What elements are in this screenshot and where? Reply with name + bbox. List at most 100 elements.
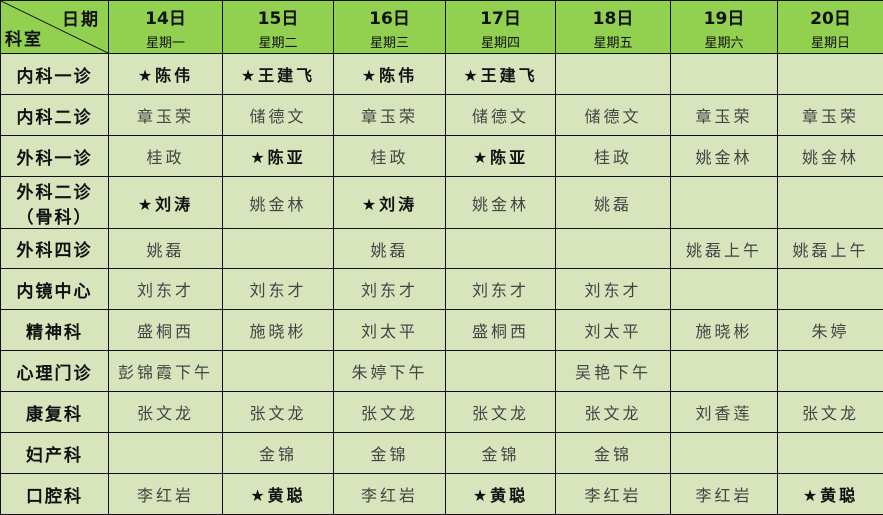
doctor-cell: ★黄聪: [778, 474, 883, 515]
doctor-cell: ★王建飞: [446, 54, 556, 95]
department-label: 精神科: [1, 318, 108, 343]
corner-dept-label: 科室: [5, 25, 43, 50]
doctor-cell: ★陈亚: [446, 136, 556, 177]
doctor-cell: 刘香莲: [671, 392, 778, 433]
doctor-cell: 储德文: [223, 95, 334, 136]
weekday-label: 星期六: [671, 32, 777, 51]
day-header-cell: 19日星期六: [671, 1, 778, 54]
doctor-cell: 盛桐西: [109, 310, 223, 351]
corner-header-cell: 日期 科室: [1, 1, 109, 54]
doctor-cell: 储德文: [446, 95, 556, 136]
day-label: 17日: [446, 4, 555, 29]
department-cell: 口腔科: [1, 474, 109, 515]
weekday-label: 星期四: [446, 32, 555, 51]
doctor-cell: 刘东才: [334, 269, 446, 310]
doctor-cell: 李红岩: [109, 474, 223, 515]
doctor-cell: 姚金林: [778, 136, 883, 177]
day-header-cell: 15日星期二: [223, 1, 334, 54]
day-header-cell: 14日星期一: [109, 1, 223, 54]
table-row: 内镜中心刘东才刘东才刘东才刘东才刘东才: [1, 269, 883, 310]
doctor-cell: 桂政: [109, 136, 223, 177]
doctor-cell: [556, 54, 671, 95]
doctor-cell: 朱婷下午: [334, 351, 446, 392]
table-row: 外科一诊桂政★陈亚桂政★陈亚桂政姚金林姚金林: [1, 136, 883, 177]
corner-date-label: 日期: [62, 5, 100, 30]
doctor-cell: ★王建飞: [223, 54, 334, 95]
department-label: 心理门诊: [1, 359, 108, 384]
doctor-cell: [446, 351, 556, 392]
department-label: 康复科: [1, 400, 108, 425]
doctor-cell: 施晓彬: [223, 310, 334, 351]
department-label: 内科二诊: [1, 103, 108, 128]
day-label: 16日: [334, 4, 445, 29]
doctor-cell: 张文龙: [223, 392, 334, 433]
doctor-cell: 施晓彬: [671, 310, 778, 351]
day-label: 15日: [223, 4, 333, 29]
doctor-cell: [446, 229, 556, 269]
department-label: 妇产科: [1, 441, 108, 466]
doctor-cell: [778, 269, 883, 310]
doctor-cell: 姚磊: [334, 229, 446, 269]
doctor-cell: 姚磊上午: [778, 229, 883, 269]
department-cell: 内科一诊: [1, 54, 109, 95]
doctor-cell: 姚金林: [671, 136, 778, 177]
table-row: 康复科张文龙张文龙张文龙张文龙张文龙刘香莲张文龙: [1, 392, 883, 433]
table-row: 内科二诊章玉荣储德文章玉荣储德文储德文章玉荣章玉荣: [1, 95, 883, 136]
doctor-cell: 张文龙: [109, 392, 223, 433]
table-row: 精神科盛桐西施晓彬刘太平盛桐西刘太平施晓彬朱婷: [1, 310, 883, 351]
doctor-cell: 章玉荣: [334, 95, 446, 136]
table-row: 外科四诊姚磊姚磊姚磊上午姚磊上午: [1, 229, 883, 269]
doctor-cell: [223, 229, 334, 269]
table-row: 妇产科金锦金锦金锦金锦: [1, 433, 883, 474]
day-header-cell: 16日星期三: [334, 1, 446, 54]
doctor-cell: 姚金林: [223, 177, 334, 229]
doctor-cell: 章玉荣: [671, 95, 778, 136]
day-label: 19日: [671, 4, 777, 29]
doctor-cell: 刘东才: [556, 269, 671, 310]
doctor-cell: 刘太平: [334, 310, 446, 351]
table-row: 内科一诊★陈伟★王建飞★陈伟★王建飞: [1, 54, 883, 95]
department-label: 外科四诊: [1, 236, 108, 261]
doctor-cell: 桂政: [556, 136, 671, 177]
doctor-cell: ★陈伟: [334, 54, 446, 95]
day-label: 18日: [556, 4, 670, 29]
doctor-cell: ★刘涛: [334, 177, 446, 229]
doctor-cell: 刘东才: [109, 269, 223, 310]
doctor-cell: [671, 177, 778, 229]
weekday-label: 星期二: [223, 32, 333, 51]
doctor-cell: [671, 54, 778, 95]
department-cell: 外科二诊（骨科）: [1, 177, 109, 229]
department-cell: 内镜中心: [1, 269, 109, 310]
doctor-cell: 李红岩: [334, 474, 446, 515]
doctor-cell: 张文龙: [778, 392, 883, 433]
doctor-cell: [671, 351, 778, 392]
doctor-cell: [556, 229, 671, 269]
doctor-cell: 姚磊上午: [671, 229, 778, 269]
doctor-cell: 彭锦霞下午: [109, 351, 223, 392]
doctor-cell: 刘太平: [556, 310, 671, 351]
day-label: 20日: [778, 4, 883, 29]
doctor-cell: 李红岩: [556, 474, 671, 515]
doctor-cell: [671, 433, 778, 474]
doctor-cell: [671, 269, 778, 310]
doctor-cell: [778, 433, 883, 474]
doctor-cell: [223, 351, 334, 392]
table-row: 口腔科李红岩★黄聪李红岩★黄聪李红岩李红岩★黄聪: [1, 474, 883, 515]
doctor-cell: 朱婷: [778, 310, 883, 351]
doctor-cell: 张文龙: [334, 392, 446, 433]
doctor-cell: ★刘涛: [109, 177, 223, 229]
department-cell: 康复科: [1, 392, 109, 433]
doctor-cell: 金锦: [556, 433, 671, 474]
day-header-cell: 20日星期日: [778, 1, 883, 54]
doctor-cell: ★黄聪: [223, 474, 334, 515]
doctor-cell: 储德文: [556, 95, 671, 136]
day-header-cell: 18日星期五: [556, 1, 671, 54]
department-label: 内科一诊: [1, 62, 108, 87]
day-label: 14日: [109, 4, 222, 29]
doctor-cell: 金锦: [334, 433, 446, 474]
day-header-cell: 17日星期四: [446, 1, 556, 54]
weekday-label: 星期五: [556, 32, 670, 51]
doctor-cell: 姚磊: [109, 229, 223, 269]
weekday-label: 星期三: [334, 32, 445, 51]
